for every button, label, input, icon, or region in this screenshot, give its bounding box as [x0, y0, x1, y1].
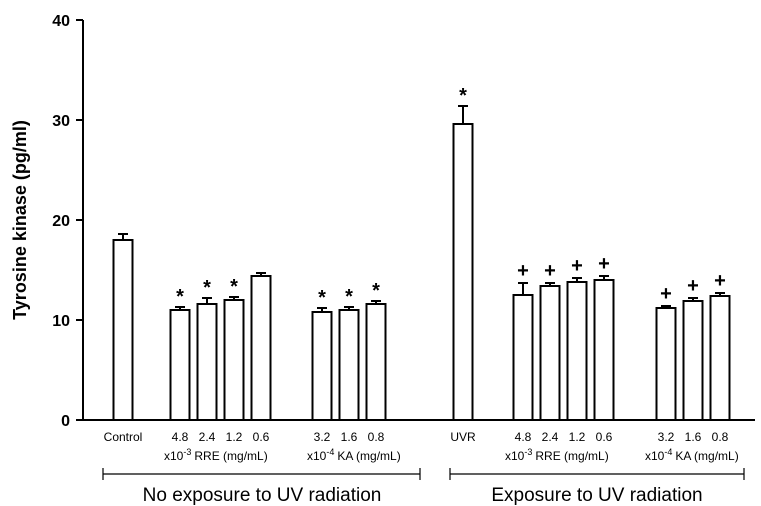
unit-label-ka-2: x10-4 KA (mg/mL)	[645, 447, 739, 463]
y-axis-title: Tyrosine kinase (pg/ml)	[10, 120, 30, 320]
x-tick-label: UVR	[450, 430, 476, 444]
group-bracket-no-uv	[102, 468, 421, 480]
error-bar	[688, 297, 698, 301]
group-bracket-uv	[449, 468, 745, 480]
error-bar	[661, 305, 671, 308]
bar	[709, 295, 731, 421]
asterisk-marker: *	[230, 276, 238, 298]
x-tick-label: 1.2	[569, 430, 586, 444]
x-tick-label: 1.2	[226, 430, 243, 444]
asterisk-marker: *	[203, 277, 211, 299]
x-tick-label: Control	[104, 430, 143, 444]
y-tick-label: 0	[61, 413, 70, 430]
asterisk-marker: *	[318, 287, 326, 309]
x-tick-label: 0.8	[712, 430, 729, 444]
x-tick-label: 1.6	[341, 430, 358, 444]
bar	[655, 307, 677, 421]
x-tick-label: 0.6	[253, 430, 270, 444]
plus-marker: +	[660, 283, 672, 305]
x-tick-label: 1.6	[685, 430, 702, 444]
error-bar	[715, 292, 725, 296]
bar	[593, 279, 615, 421]
error-bar	[458, 105, 468, 124]
asterisk-marker: *	[372, 280, 380, 302]
asterisk-marker: *	[176, 286, 184, 308]
bar	[365, 303, 387, 421]
plus-marker: +	[517, 260, 529, 282]
bar	[169, 309, 191, 421]
x-tick-label: 0.8	[368, 430, 385, 444]
unit-label-ka-1: x10-4 KA (mg/mL)	[307, 447, 401, 463]
plus-marker: +	[598, 253, 610, 275]
plus-marker: +	[571, 255, 583, 277]
error-bar	[229, 296, 239, 300]
y-tick-label: 30	[52, 113, 70, 130]
category-labels: Control 4.8 2.4 1.2 0.6 3.2 1.6 0.8 UVR 4.8 2.4 1.2…	[104, 430, 729, 444]
unit-label-rre-1: x10-3 RRE (mg/mL)	[164, 447, 268, 463]
bar	[512, 294, 534, 421]
x-tick-label: 2.4	[542, 430, 559, 444]
x-tick-label: 0.6	[596, 430, 613, 444]
x-tick-label: 2.4	[199, 430, 216, 444]
bar	[250, 275, 272, 421]
error-bar	[256, 272, 266, 276]
error-bar	[175, 306, 185, 310]
plus-marker: +	[687, 275, 699, 297]
error-bar	[599, 275, 609, 280]
y-ticks: 0 10 20 30 40	[52, 13, 83, 430]
bar	[452, 123, 474, 421]
x-tick-label: 4.8	[172, 430, 189, 444]
error-bar	[545, 282, 555, 286]
error-bar	[572, 277, 582, 282]
x-tick-label: 4.8	[515, 430, 532, 444]
bar	[566, 281, 588, 421]
group-label-uv: Exposure to UV radiation	[491, 485, 702, 506]
y-tick-label: 20	[52, 213, 70, 230]
x-tick-label: 3.2	[314, 430, 331, 444]
bar	[311, 311, 333, 421]
error-bar	[202, 297, 212, 304]
asterisk-marker: *	[345, 286, 353, 308]
error-bars	[118, 105, 725, 312]
bar	[196, 303, 218, 421]
x-tick-label: 3.2	[658, 430, 675, 444]
unit-label-rre-2: x10-3 RRE (mg/mL)	[505, 447, 609, 463]
error-bar	[317, 307, 327, 312]
bar	[112, 239, 134, 421]
error-bar	[371, 300, 381, 304]
error-bar	[344, 306, 354, 310]
bars	[112, 123, 731, 421]
bar	[539, 285, 561, 421]
group-label-no-uv: No exposure to UV radiation	[143, 485, 382, 506]
error-bar	[518, 282, 528, 295]
bar	[682, 300, 704, 421]
plus-marker: +	[544, 260, 556, 282]
significance-markers: * * * * * * * + + + + + + +	[176, 85, 726, 309]
bar	[223, 299, 245, 421]
bar	[338, 309, 360, 421]
error-bar	[118, 233, 128, 240]
y-tick-label: 10	[52, 313, 70, 330]
plus-marker: +	[714, 270, 726, 292]
y-tick-label: 40	[52, 13, 70, 30]
asterisk-marker: *	[459, 85, 467, 107]
